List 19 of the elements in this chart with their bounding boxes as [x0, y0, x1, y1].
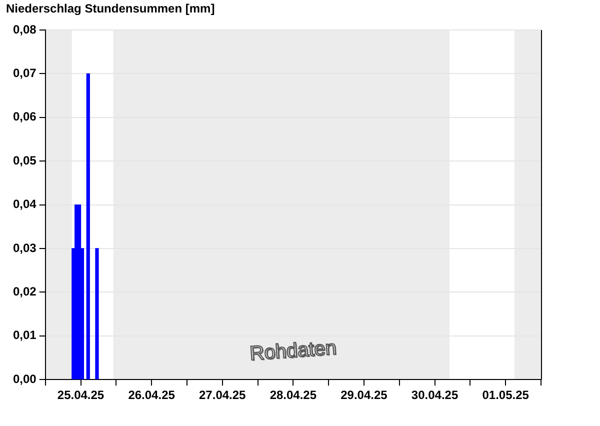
y-tick-label: 0,02 [12, 284, 37, 299]
x-tick-label: 25.04.25 [57, 388, 104, 402]
y-tick-label: 0,03 [12, 240, 37, 255]
y-tick-label: 0,06 [12, 110, 37, 124]
bar [86, 73, 90, 380]
x-tick-label: 29.04.25 [340, 388, 388, 402]
annotation: Rohdaten [250, 338, 338, 366]
y-tick-label: 0,07 [12, 66, 37, 80]
x-tick-label: 28.04.25 [270, 388, 317, 402]
x-tick-label: 27.04.25 [199, 388, 246, 402]
y-tick-label: 0,01 [12, 328, 37, 342]
x-tick-label: 01.05.25 [482, 388, 530, 402]
x-tick-label: 26.04.25 [128, 388, 176, 402]
y-tick-label: 0,08 [12, 22, 37, 36]
y-tick-label: 0,04 [12, 197, 37, 212]
y-tick-label: 0,05 [12, 153, 37, 168]
y-tick-label: 0,00 [12, 372, 37, 386]
chart-title: Niederschlag Stundensummen [mm] [6, 1, 215, 16]
x-tick-label: 30.04.25 [411, 388, 458, 402]
